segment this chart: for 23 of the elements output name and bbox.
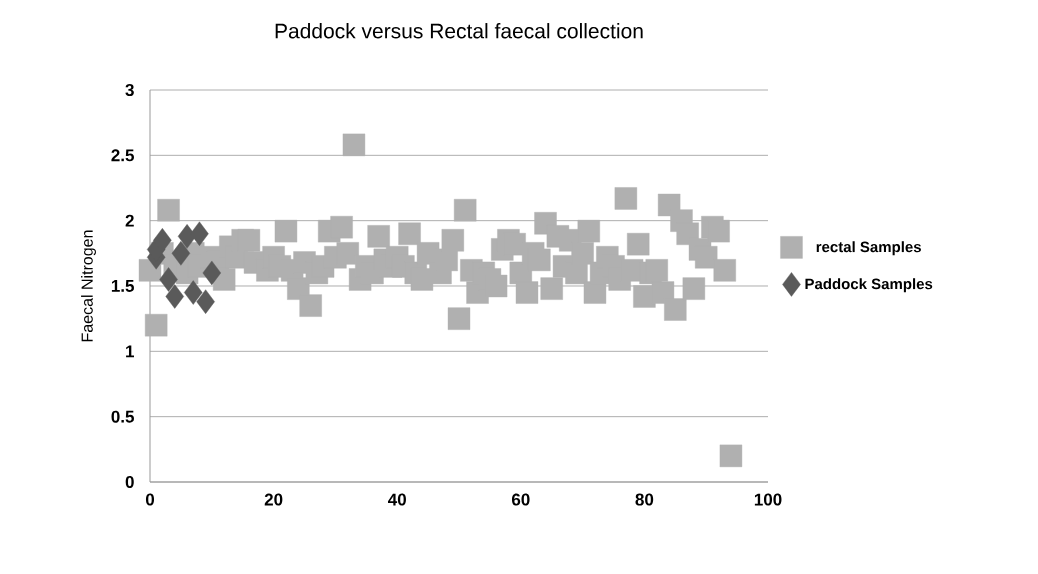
x-tick-label: 80 <box>635 493 654 506</box>
x-tick-label: 0 <box>145 493 155 506</box>
point <box>165 284 184 309</box>
legend-label: rectal Samples <box>816 241 921 256</box>
x-tick-label: 20 <box>264 493 283 506</box>
point <box>171 241 191 266</box>
point <box>159 267 178 292</box>
y-tick-label: 1 <box>126 345 134 358</box>
point <box>196 289 215 314</box>
x-tick-label: 100 <box>754 493 782 506</box>
x-tick-label: 40 <box>388 493 406 506</box>
y-tick-label: 3 <box>125 83 134 97</box>
y-tick-label: 0.5 <box>111 410 134 423</box>
legend-label: Paddock Samples <box>805 278 933 293</box>
point <box>190 221 209 246</box>
y-tick-label: 1.5 <box>111 280 134 292</box>
point <box>184 280 203 305</box>
chart-title: Paddock versus Rectal faecal collection <box>275 23 643 39</box>
x-tick-label: 60 <box>511 493 530 506</box>
y-tick-label: 0 <box>125 475 134 489</box>
y-tick-label: 2 <box>125 214 134 227</box>
y-axis-title: Faecal Nitrogen <box>81 230 96 342</box>
y-tick-label: 2.5 <box>111 149 134 162</box>
